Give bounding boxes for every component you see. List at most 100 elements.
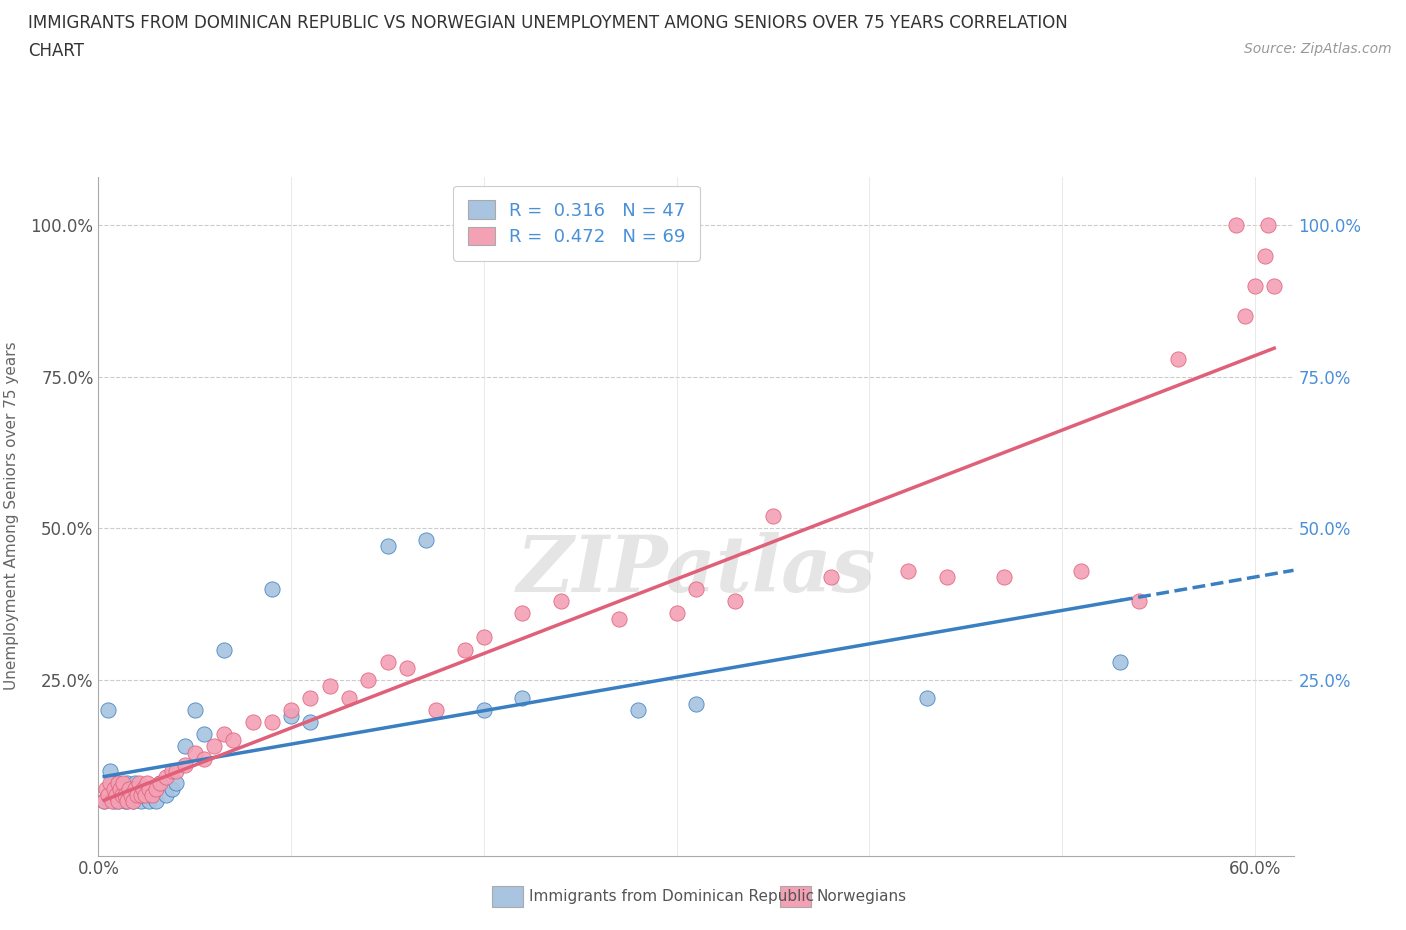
Point bbox=[1070, 564, 1092, 578]
Point bbox=[357, 672, 380, 687]
Point bbox=[117, 776, 139, 790]
Point bbox=[212, 727, 235, 742]
Point bbox=[101, 793, 124, 808]
Point bbox=[104, 788, 127, 803]
Point bbox=[165, 764, 187, 778]
Point bbox=[149, 776, 172, 790]
Point bbox=[193, 751, 215, 766]
Point bbox=[512, 691, 534, 706]
Point bbox=[472, 630, 495, 644]
Point bbox=[120, 788, 142, 803]
Point bbox=[141, 788, 163, 803]
Point bbox=[122, 793, 145, 808]
Point bbox=[319, 679, 342, 694]
Y-axis label: Unemployment Among Seniors over 75 years: Unemployment Among Seniors over 75 years bbox=[4, 342, 20, 690]
Point bbox=[260, 715, 283, 730]
Point bbox=[108, 788, 131, 803]
Point bbox=[202, 739, 225, 754]
Point bbox=[138, 793, 160, 808]
Point bbox=[120, 788, 142, 803]
Point bbox=[93, 793, 115, 808]
Point bbox=[184, 703, 207, 718]
Point bbox=[112, 776, 135, 790]
Point bbox=[453, 642, 475, 657]
Point bbox=[242, 715, 264, 730]
Point bbox=[114, 793, 136, 808]
Point bbox=[112, 788, 135, 803]
Point bbox=[165, 776, 187, 790]
Point bbox=[993, 569, 1015, 584]
Point bbox=[155, 788, 177, 803]
Point bbox=[101, 776, 124, 790]
Point bbox=[124, 776, 146, 790]
Point bbox=[117, 793, 139, 808]
Point bbox=[337, 691, 360, 706]
Point bbox=[128, 776, 150, 790]
Point bbox=[107, 793, 129, 808]
Text: Source: ZipAtlas.com: Source: ZipAtlas.com bbox=[1244, 42, 1392, 56]
Point bbox=[1167, 352, 1189, 366]
Point bbox=[377, 539, 399, 554]
Point bbox=[425, 703, 447, 718]
Point bbox=[820, 569, 842, 584]
Point bbox=[134, 781, 156, 796]
Point bbox=[149, 776, 172, 790]
Point bbox=[897, 564, 920, 578]
Point bbox=[128, 781, 150, 796]
Point bbox=[118, 781, 141, 796]
Point bbox=[135, 776, 157, 790]
Point bbox=[135, 788, 157, 803]
Point bbox=[685, 697, 707, 711]
Point bbox=[117, 793, 139, 808]
Point bbox=[98, 764, 121, 778]
Point bbox=[97, 703, 120, 718]
Point bbox=[129, 788, 152, 803]
Point bbox=[935, 569, 957, 584]
Point bbox=[103, 781, 125, 796]
Point bbox=[138, 781, 160, 796]
Text: Norwegians: Norwegians bbox=[817, 889, 907, 904]
Point bbox=[94, 781, 117, 796]
Point bbox=[134, 788, 156, 803]
Point bbox=[627, 703, 650, 718]
Point bbox=[280, 703, 302, 718]
Point bbox=[160, 781, 183, 796]
Point bbox=[107, 776, 129, 790]
Point bbox=[125, 788, 148, 803]
Point bbox=[93, 793, 115, 808]
Point bbox=[129, 793, 152, 808]
Point bbox=[145, 793, 167, 808]
Point bbox=[415, 533, 437, 548]
Point bbox=[222, 733, 245, 748]
Point bbox=[103, 793, 125, 808]
Point bbox=[184, 745, 207, 760]
Point bbox=[260, 581, 283, 596]
Point bbox=[132, 788, 155, 803]
Point bbox=[395, 660, 418, 675]
Point bbox=[1244, 278, 1267, 293]
Point bbox=[377, 654, 399, 669]
Point bbox=[193, 727, 215, 742]
Point bbox=[114, 788, 136, 803]
Point bbox=[723, 593, 745, 608]
Point bbox=[132, 781, 155, 796]
Point bbox=[917, 691, 939, 706]
Point bbox=[1234, 309, 1257, 324]
Point bbox=[762, 509, 785, 524]
Text: CHART: CHART bbox=[28, 42, 84, 60]
Point bbox=[145, 781, 167, 796]
Point bbox=[280, 709, 302, 724]
Point bbox=[685, 581, 707, 596]
Text: Immigrants from Dominican Republic: Immigrants from Dominican Republic bbox=[529, 889, 814, 904]
Text: ZIPatlas: ZIPatlas bbox=[516, 532, 876, 609]
Point bbox=[110, 781, 132, 796]
Point bbox=[97, 788, 120, 803]
Point bbox=[665, 605, 688, 620]
Point bbox=[108, 781, 131, 796]
Point bbox=[141, 788, 163, 803]
Point bbox=[1225, 218, 1247, 232]
Point bbox=[122, 793, 145, 808]
Point bbox=[1128, 593, 1150, 608]
Point bbox=[107, 776, 129, 790]
Point bbox=[550, 593, 572, 608]
